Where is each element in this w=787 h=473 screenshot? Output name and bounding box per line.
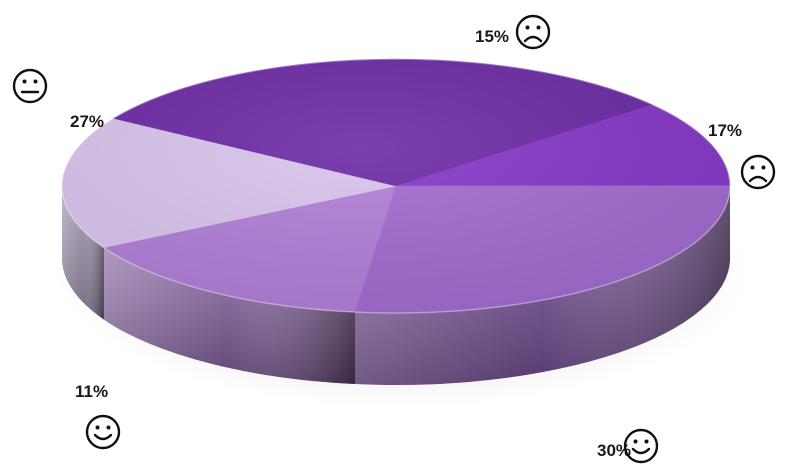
pie-side-highlight [62, 186, 104, 320]
smile-face-icon [623, 428, 659, 464]
slice-percent-label: 11% [75, 382, 108, 401]
neutral-face-icon [12, 68, 48, 104]
slice-percent-label: 15% [475, 27, 509, 46]
slice-percent-label: 17% [708, 121, 742, 140]
smile-face-icon [85, 414, 121, 450]
pie-top-sheen [62, 59, 730, 313]
pie-side-highlight [103, 247, 356, 385]
slice-percent-label: 30% [597, 441, 631, 460]
slice-percent-label: 27% [70, 112, 104, 131]
frown-face-icon [515, 14, 551, 50]
frown-face-icon [740, 154, 776, 190]
pie-rim [61, 58, 731, 314]
pie-side-highlight [355, 186, 731, 385]
